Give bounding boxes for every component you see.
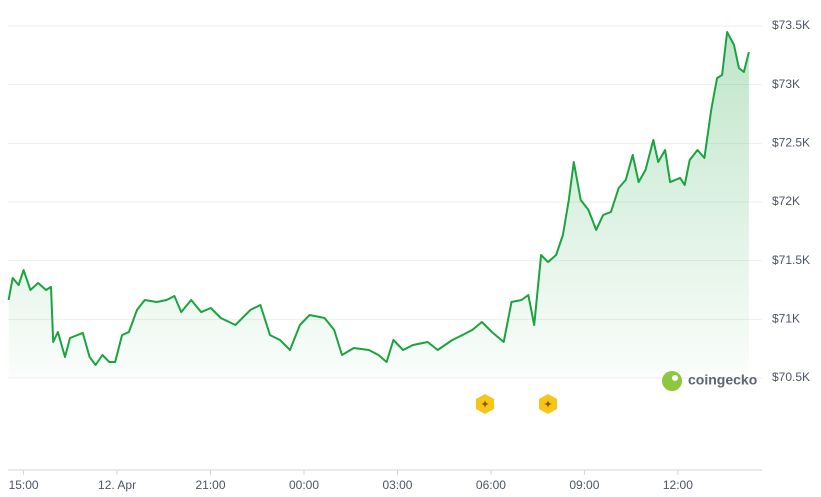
x-tick-label: 06:00 xyxy=(476,478,506,492)
x-tick-label: 00:00 xyxy=(289,478,319,492)
x-tick-label: 12:00 xyxy=(663,478,693,492)
event-marker: ✦ xyxy=(476,394,494,414)
y-tick-label: $73K xyxy=(772,77,800,91)
price-line xyxy=(7,31,750,366)
svg-text:✦: ✦ xyxy=(543,399,552,411)
x-tick-label: 12. Apr xyxy=(98,478,136,492)
watermark: coingecko xyxy=(662,371,757,391)
y-tick-label: $73.5K xyxy=(772,18,810,32)
y-tick-label: $71.5K xyxy=(772,253,810,267)
x-tick-label: 09:00 xyxy=(569,478,599,492)
x-tick-label: 21:00 xyxy=(196,478,226,492)
y-tick-label: $72K xyxy=(772,194,800,208)
event-marker: ✦ xyxy=(539,394,557,414)
y-tick-label: $71K xyxy=(772,312,800,326)
y-tick-label: $70.5K xyxy=(772,370,810,384)
price-area xyxy=(8,32,749,378)
x-tick-label: 03:00 xyxy=(382,478,412,492)
source-label: coingecko xyxy=(688,372,757,388)
y-tick-label: $72.5K xyxy=(772,136,810,150)
svg-text:✦: ✦ xyxy=(480,399,489,411)
x-tick-label: 15:00 xyxy=(9,478,39,492)
